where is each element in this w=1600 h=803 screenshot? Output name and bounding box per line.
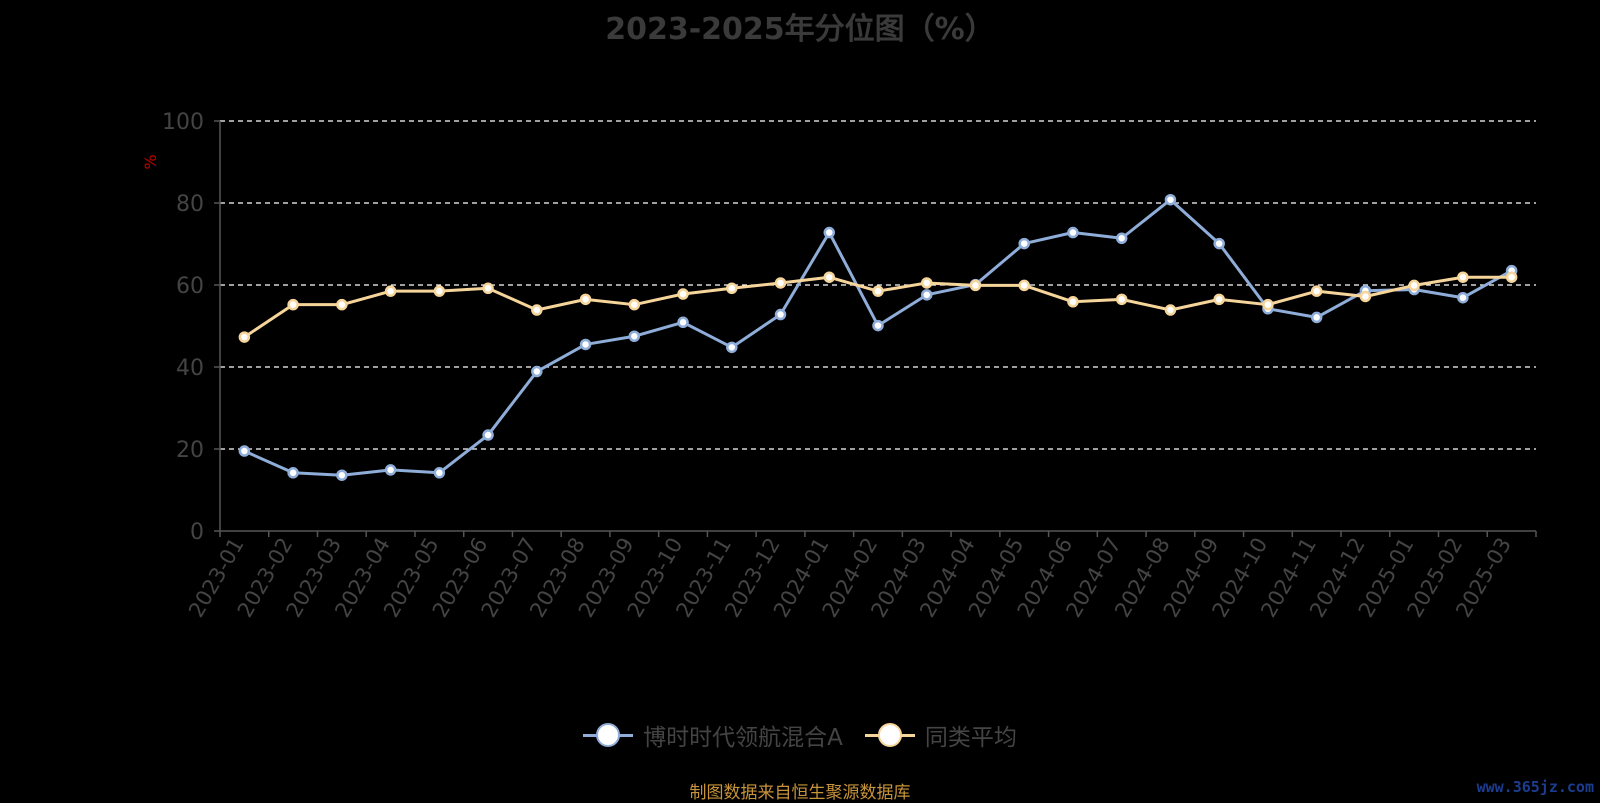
data-point[interactable] (920, 289, 933, 301)
data-point[interactable] (1262, 298, 1274, 311)
grid-lines (220, 120, 1536, 450)
data-point[interactable] (1067, 296, 1079, 308)
data-point[interactable] (1164, 193, 1177, 206)
data-point[interactable] (287, 298, 299, 311)
data-point[interactable] (726, 282, 738, 295)
data-point[interactable] (628, 298, 641, 311)
legend-item-fund[interactable]: 博时时代领航混合A (583, 718, 843, 752)
data-point[interactable] (336, 298, 348, 311)
data-point[interactable] (482, 282, 494, 295)
data-point[interactable] (969, 279, 982, 292)
data-point[interactable] (579, 293, 592, 306)
data-point[interactable] (1067, 226, 1079, 239)
data-point[interactable] (1115, 232, 1128, 245)
data-point[interactable] (482, 429, 494, 441)
legend: 博时时代领航混合A 同类平均 (0, 718, 1600, 752)
data-point[interactable] (872, 319, 884, 332)
data-point[interactable] (1018, 237, 1030, 250)
data-point[interactable] (1310, 285, 1323, 297)
x-tick-labels: 2023-012023-022023-032023-042023-052023-… (184, 533, 1516, 621)
data-point[interactable] (677, 288, 689, 300)
series-group (238, 193, 1518, 481)
data-point[interactable] (1164, 304, 1177, 316)
axes (214, 120, 1537, 537)
y-tick-label: 60 (176, 274, 204, 299)
data-point[interactable] (238, 445, 251, 457)
series-line (243, 198, 1513, 477)
legend-fund-marker-icon (583, 722, 634, 748)
y-tick-label: 20 (176, 438, 204, 463)
watermark: www.365jz.com (1476, 778, 1594, 796)
legend-item-peer-average[interactable]: 同类平均 (864, 718, 1017, 752)
data-point[interactable] (774, 308, 787, 321)
y-axis-label: % (141, 154, 160, 169)
data-point[interactable] (384, 464, 397, 476)
data-point[interactable] (1018, 279, 1030, 292)
data-point[interactable] (1457, 291, 1469, 304)
data-point[interactable] (287, 467, 299, 479)
legend-fund-label: 博时时代领航混合A (643, 725, 843, 751)
data-point[interactable] (238, 331, 251, 343)
data-point[interactable] (531, 304, 543, 316)
series-group (238, 271, 1518, 343)
data-point[interactable] (872, 285, 884, 297)
data-point[interactable] (823, 271, 836, 283)
data-point[interactable] (1213, 293, 1225, 306)
data-point[interactable] (1505, 271, 1518, 283)
chart-title: 2023-2025年分位图（%） (605, 12, 995, 47)
y-tick-label: 80 (176, 192, 204, 217)
y-tick-label: 100 (162, 110, 204, 135)
data-point[interactable] (531, 365, 543, 378)
data-point[interactable] (1359, 290, 1372, 303)
data-point[interactable] (726, 341, 738, 354)
series (238, 193, 1518, 481)
data-point[interactable] (774, 277, 787, 289)
data-point[interactable] (920, 277, 933, 289)
data-point[interactable] (1115, 293, 1128, 306)
data-point[interactable] (1310, 311, 1323, 324)
source-note: 制图数据来自恒生聚源数据库 (689, 783, 911, 803)
legend-average-marker-icon (864, 722, 915, 748)
data-point[interactable] (433, 467, 446, 479)
data-point[interactable] (1457, 271, 1469, 283)
y-tick-label: 40 (176, 356, 204, 381)
data-point[interactable] (677, 316, 689, 329)
data-point[interactable] (384, 285, 397, 297)
legend-average-label: 同类平均 (924, 725, 1017, 751)
data-point[interactable] (579, 338, 592, 351)
data-point[interactable] (628, 330, 641, 342)
y-tick-label: 0 (190, 520, 204, 545)
data-point[interactable] (433, 285, 446, 297)
data-point[interactable] (1213, 237, 1225, 250)
data-point[interactable] (336, 469, 348, 481)
y-tick-labels: 0 20 40 60 80 100 (162, 110, 204, 545)
data-point[interactable] (1408, 279, 1420, 292)
data-point[interactable] (823, 226, 836, 239)
